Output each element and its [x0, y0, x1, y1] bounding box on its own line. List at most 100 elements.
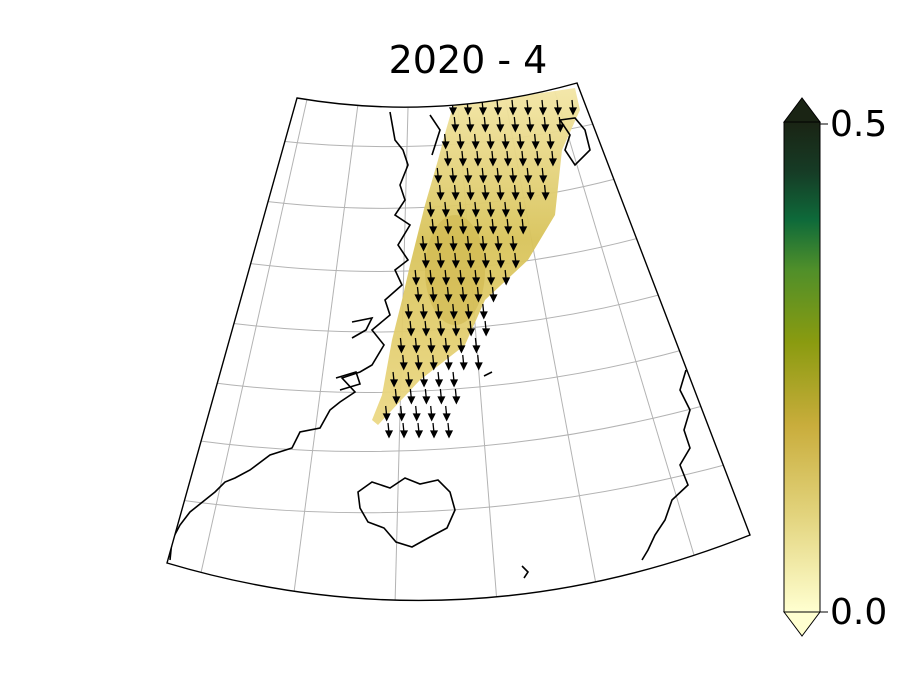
drift-vector [459, 286, 468, 303]
drift-vector [459, 218, 468, 235]
colorbar-extend-min [783, 611, 821, 637]
drift-vector [464, 235, 473, 252]
drift-vector [404, 303, 413, 320]
drift-vector [539, 167, 548, 184]
drift-vector [479, 167, 488, 184]
drift-vector [546, 133, 555, 150]
drift-vector [511, 184, 520, 201]
drift-vector [414, 422, 424, 439]
drift-vector [444, 218, 453, 235]
drift-vector [533, 150, 542, 167]
drift-vector [494, 167, 503, 184]
drift-vector [443, 150, 452, 167]
drift-vector [508, 99, 518, 116]
drift-vector [496, 184, 505, 201]
drift-vector [421, 252, 430, 269]
drift-vector [501, 133, 510, 150]
drift-vector [392, 388, 401, 405]
drift-vector [474, 286, 483, 303]
drift-vector [405, 371, 414, 388]
drift-vector [482, 320, 491, 337]
norway-coastline [641, 369, 691, 561]
drift-vector [412, 405, 421, 422]
drift-vector [471, 201, 480, 218]
drift-vector [531, 133, 540, 150]
colorbar [783, 97, 828, 637]
colorbar-tick-min: 0.0 [830, 592, 888, 633]
drift-vector [526, 184, 535, 201]
map-title: 2020 - 4 [388, 38, 548, 82]
drift-vector [479, 303, 488, 320]
drift-vector [399, 422, 409, 439]
drift-vector [489, 286, 498, 303]
drift-vector [384, 422, 394, 439]
drift-vector [397, 337, 406, 354]
ice-concentration-core [425, 215, 485, 325]
drift-vector [466, 116, 475, 133]
drift-vector [449, 167, 458, 184]
drift-vector [523, 99, 533, 116]
drift-vector [444, 354, 453, 371]
iceland-coastline [357, 477, 456, 548]
drift-vector [466, 252, 475, 269]
drift-vector [442, 337, 451, 354]
drift-vector [511, 252, 520, 269]
drift-vector [434, 235, 443, 252]
drift-vector [474, 218, 483, 235]
drift-vector [471, 133, 480, 150]
drift-vector [481, 116, 490, 133]
drift-vector [397, 405, 406, 422]
drift-vector [519, 218, 528, 235]
drift-vector [509, 167, 518, 184]
drift-vector [504, 218, 513, 235]
drift-vector [429, 286, 438, 303]
drift-vector [414, 286, 423, 303]
drift-vector [488, 150, 497, 167]
drift-vector [472, 337, 481, 354]
drift-vector [434, 303, 443, 320]
drift-vector [486, 133, 495, 150]
drift-vector [526, 116, 535, 133]
drift-vector [399, 354, 408, 371]
drift-vector [429, 218, 438, 235]
drift-vector [419, 303, 428, 320]
drift-vector [496, 252, 505, 269]
drift-vector [407, 320, 416, 337]
drift-vector [441, 133, 450, 150]
drift-vector [479, 235, 488, 252]
drift-vector [489, 218, 498, 235]
drift-vector [457, 337, 466, 354]
drift-vector [568, 99, 578, 116]
drift-vector [501, 201, 510, 218]
drift-vector [422, 320, 431, 337]
drift-vector [511, 116, 520, 133]
drift-vector [451, 252, 460, 269]
drift-vector [449, 235, 458, 252]
drift-vector [456, 201, 465, 218]
drift-vector [541, 116, 550, 133]
drift-vector [435, 371, 444, 388]
drift-vector [444, 286, 453, 303]
drift-vector [457, 269, 466, 286]
drift-vector [473, 150, 482, 167]
drift-vector [502, 269, 511, 286]
drift-vector [496, 116, 505, 133]
drift-vector [524, 167, 533, 184]
drift-vector [518, 150, 527, 167]
drift-vector [464, 167, 473, 184]
drift-vector [437, 388, 446, 405]
drift-vector [426, 201, 435, 218]
colorbar-extend-max [783, 97, 821, 123]
drift-vector [481, 184, 490, 201]
drift-vector [382, 405, 391, 422]
drift-vector [481, 252, 490, 269]
drift-vector [449, 303, 458, 320]
drift-vector [437, 320, 446, 337]
drift-vector [487, 269, 496, 286]
drift-vector [503, 150, 512, 167]
drift-vector [427, 337, 436, 354]
drift-vector [509, 235, 518, 252]
drift-vector [427, 405, 436, 422]
drift-vector [444, 422, 454, 439]
